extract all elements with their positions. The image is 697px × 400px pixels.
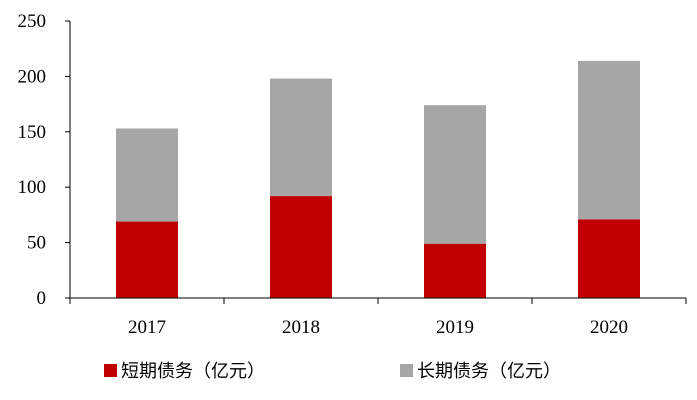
x-tick-label-2020: 2020 — [590, 317, 628, 338]
bar-2018-series-0 — [270, 196, 332, 298]
legend-label-0: 短期债务（亿元） — [121, 361, 265, 382]
bars-group — [116, 60, 640, 298]
x-tick-label-2017: 2017 — [128, 317, 166, 338]
y-tick-label-200: 200 — [18, 66, 47, 87]
axes-group: 0 50 100 150 200 250 2017 2018 2019 2020 — [18, 11, 687, 338]
x-tick-label-2018: 2018 — [282, 317, 320, 338]
bar-2018-series-1 — [270, 78, 332, 196]
bar-2020-series-1 — [578, 60, 640, 220]
y-tick-label-150: 150 — [18, 122, 47, 143]
y-tick-label-100: 100 — [18, 177, 47, 198]
y-tick-label-50: 50 — [27, 233, 46, 254]
y-tick-label-250: 250 — [18, 11, 47, 32]
bar-2017-series-1 — [116, 128, 178, 222]
bar-2020-series-0 — [578, 219, 640, 298]
bar-2019-series-0 — [424, 243, 486, 298]
legend: 短期债务（亿元） 长期债务（亿元） — [104, 361, 561, 382]
bar-2019-series-1 — [424, 105, 486, 244]
bar-2017-series-0 — [116, 221, 178, 298]
legend-swatch-0 — [104, 364, 117, 377]
legend-label-1: 长期债务（亿元） — [417, 361, 561, 382]
legend-swatch-1 — [400, 364, 413, 377]
x-tick-label-2019: 2019 — [436, 317, 474, 338]
y-tick-label-0: 0 — [37, 288, 47, 309]
